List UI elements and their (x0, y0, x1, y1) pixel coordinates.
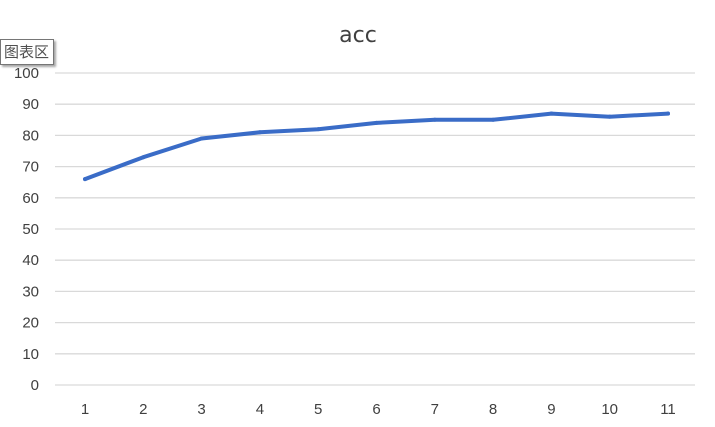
y-tick-label: 70 (22, 159, 39, 176)
x-tick-label: 10 (601, 401, 618, 418)
x-tick-label: 2 (139, 401, 147, 418)
chart-title: acc (339, 23, 377, 48)
gridlines (55, 72, 695, 386)
series-lines (83, 111, 670, 182)
x-tick-label: 1 (81, 401, 89, 418)
data-point[interactable] (549, 111, 554, 116)
data-point[interactable] (316, 127, 321, 132)
y-tick-label: 10 (22, 346, 39, 363)
data-point[interactable] (83, 177, 87, 182)
x-tick-label: 7 (431, 401, 439, 418)
y-axis-tick-labels: 0 10 20 30 40 50 60 70 80 90 100 (14, 65, 39, 394)
x-tick-label: 4 (256, 401, 264, 418)
y-tick-label: 30 (22, 283, 39, 300)
x-tick-label: 3 (197, 401, 205, 418)
data-point[interactable] (607, 114, 612, 119)
data-point[interactable] (666, 111, 670, 116)
x-tick-label: 11 (660, 401, 676, 418)
y-tick-label: 40 (22, 252, 39, 269)
x-tick-label: 5 (314, 401, 322, 418)
y-tick-label: 100 (14, 65, 39, 82)
data-point[interactable] (141, 155, 146, 160)
data-point[interactable] (257, 130, 262, 135)
y-tick-label: 50 (22, 221, 39, 238)
data-point[interactable] (491, 117, 496, 122)
data-point[interactable] (374, 120, 379, 125)
y-tick-label: 90 (22, 96, 39, 113)
y-tick-label: 0 (31, 377, 39, 394)
data-point[interactable] (432, 117, 437, 122)
y-tick-label: 60 (22, 190, 39, 207)
data-point[interactable] (199, 136, 204, 141)
y-tick-label: 80 (22, 127, 39, 144)
chart-area-tooltip: 图表区 (0, 39, 55, 65)
x-tick-label: 9 (547, 401, 555, 418)
y-tick-label: 20 (22, 315, 39, 332)
x-tick-label: 8 (489, 401, 497, 418)
x-axis-tick-labels: 1 2 3 4 5 6 7 8 9 10 11 (81, 401, 676, 418)
x-tick-label: 6 (372, 401, 380, 418)
